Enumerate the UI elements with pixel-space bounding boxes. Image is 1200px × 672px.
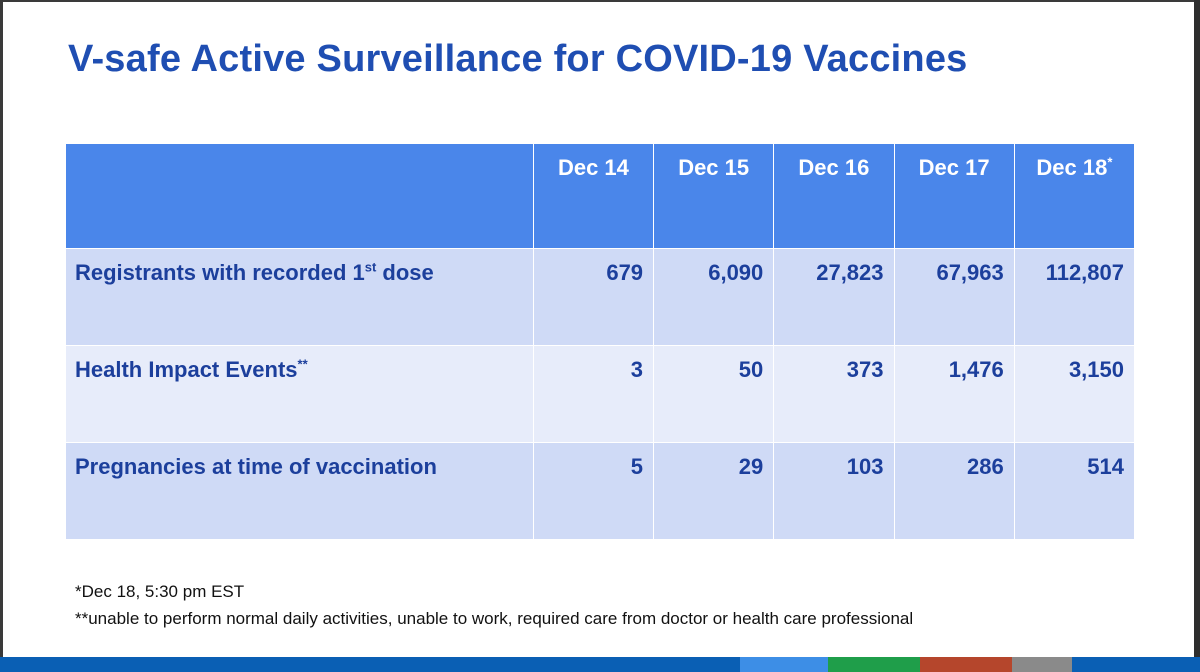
table-cell: 1,476 <box>893 345 1015 443</box>
column-header-label: Dec 15 <box>678 155 750 180</box>
footnote: *Dec 18, 5:30 pm EST <box>75 582 245 601</box>
table-cell: 3 <box>532 345 655 443</box>
table-cell: 6,090 <box>653 248 775 346</box>
table-cell: 67,963 <box>893 248 1015 346</box>
strip-segment-gray <box>1012 657 1072 672</box>
column-header: Dec 14 <box>532 143 655 249</box>
table-cell: 50 <box>653 345 775 443</box>
table-row: Health Impact Events** 3 50 373 1,476 3,… <box>65 345 1136 443</box>
row-label: Registrants with recorded 1st dose <box>65 248 534 346</box>
table-cell: 103 <box>773 442 895 540</box>
table-cell: 112,807 <box>1013 248 1136 346</box>
table-header-row: Dec 14 Dec 15 Dec 16 Dec 17 Dec 18* <box>65 143 1136 249</box>
column-header-label: Dec 16 <box>798 155 870 180</box>
table-row: Registrants with recorded 1st dose 679 6… <box>65 248 1136 346</box>
table-cell: 373 <box>773 345 895 443</box>
vsafe-data-table: Dec 14 Dec 15 Dec 16 Dec 17 Dec 18* Regi… <box>65 143 1136 540</box>
footnotes: *Dec 18, 5:30 pm EST **unable to perform… <box>75 578 913 632</box>
column-header: Dec 17 <box>893 143 1015 249</box>
footnote: **unable to perform normal daily activit… <box>75 609 914 628</box>
table-cell: 5 <box>532 442 655 540</box>
strip-segment-blue <box>740 657 828 672</box>
strip-segment-navy <box>1072 657 1194 672</box>
column-header: Dec 18* <box>1013 143 1136 249</box>
row-label-sup: st <box>364 259 377 275</box>
column-header-label: Dec 17 <box>918 155 990 180</box>
row-label: Health Impact Events** <box>65 345 534 443</box>
table-cell: 27,823 <box>773 248 895 346</box>
table-cell: 29 <box>653 442 775 540</box>
row-label-text: Registrants with recorded 1 <box>75 260 365 285</box>
column-header: Dec 16 <box>773 143 895 249</box>
strip-segment-red <box>920 657 1012 672</box>
table-cell: 3,150 <box>1013 345 1136 443</box>
column-header-label: Dec 18 <box>1036 155 1108 180</box>
table-cell: 514 <box>1013 442 1136 540</box>
column-header-label: Dec 14 <box>557 155 629 180</box>
window-frame-right <box>1194 0 1200 672</box>
table-row: Pregnancies at time of vaccination 5 29 … <box>65 442 1136 540</box>
table-cell: 679 <box>532 248 655 346</box>
row-label: Pregnancies at time of vaccination <box>65 442 534 540</box>
window-frame-left <box>0 0 3 672</box>
table-cell: 286 <box>893 442 1015 540</box>
row-label-text: Health Impact Events <box>75 357 298 382</box>
slide-title: V-safe Active Surveillance for COVID-19 … <box>68 38 968 80</box>
row-label-text: Pregnancies at time of vaccination <box>75 454 437 479</box>
row-label-tail: dose <box>376 260 434 285</box>
strip-segment-green <box>828 657 920 672</box>
column-header-mark: * <box>1107 154 1113 170</box>
window-frame-top <box>0 0 1200 2</box>
column-header: Dec 15 <box>653 143 775 249</box>
table-corner-cell <box>65 143 534 249</box>
row-label-sup: ** <box>297 356 308 372</box>
